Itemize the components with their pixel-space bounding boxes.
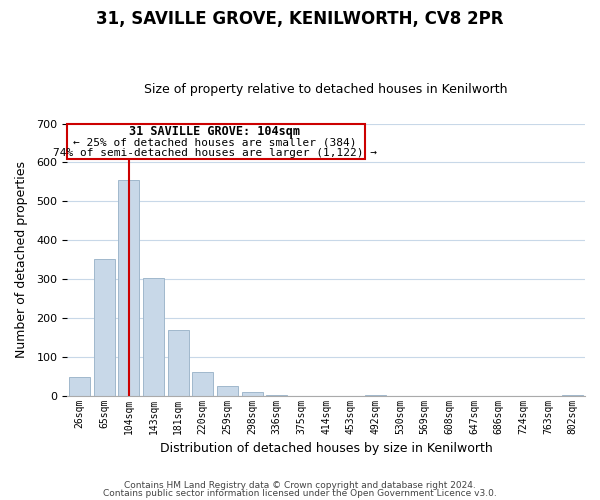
Bar <box>562 395 583 396</box>
Text: 74% of semi-detached houses are larger (1,122) →: 74% of semi-detached houses are larger (… <box>53 148 377 158</box>
Bar <box>365 395 386 396</box>
Text: Contains HM Land Registry data © Crown copyright and database right 2024.: Contains HM Land Registry data © Crown c… <box>124 481 476 490</box>
Title: Size of property relative to detached houses in Kenilworth: Size of property relative to detached ho… <box>145 83 508 96</box>
Bar <box>69 378 90 396</box>
Bar <box>242 392 263 396</box>
Bar <box>118 180 139 396</box>
Bar <box>143 278 164 396</box>
X-axis label: Distribution of detached houses by size in Kenilworth: Distribution of detached houses by size … <box>160 442 493 455</box>
Y-axis label: Number of detached properties: Number of detached properties <box>15 161 28 358</box>
Text: ← 25% of detached houses are smaller (384): ← 25% of detached houses are smaller (38… <box>73 137 356 147</box>
Bar <box>217 386 238 396</box>
Bar <box>167 330 188 396</box>
Text: 31, SAVILLE GROVE, KENILWORTH, CV8 2PR: 31, SAVILLE GROVE, KENILWORTH, CV8 2PR <box>96 10 504 28</box>
Bar <box>266 395 287 396</box>
Text: 31 SAVILLE GROVE: 104sqm: 31 SAVILLE GROVE: 104sqm <box>129 126 300 138</box>
Bar <box>193 372 213 396</box>
Text: Contains public sector information licensed under the Open Government Licence v3: Contains public sector information licen… <box>103 488 497 498</box>
Bar <box>94 259 115 396</box>
FancyBboxPatch shape <box>67 124 365 158</box>
